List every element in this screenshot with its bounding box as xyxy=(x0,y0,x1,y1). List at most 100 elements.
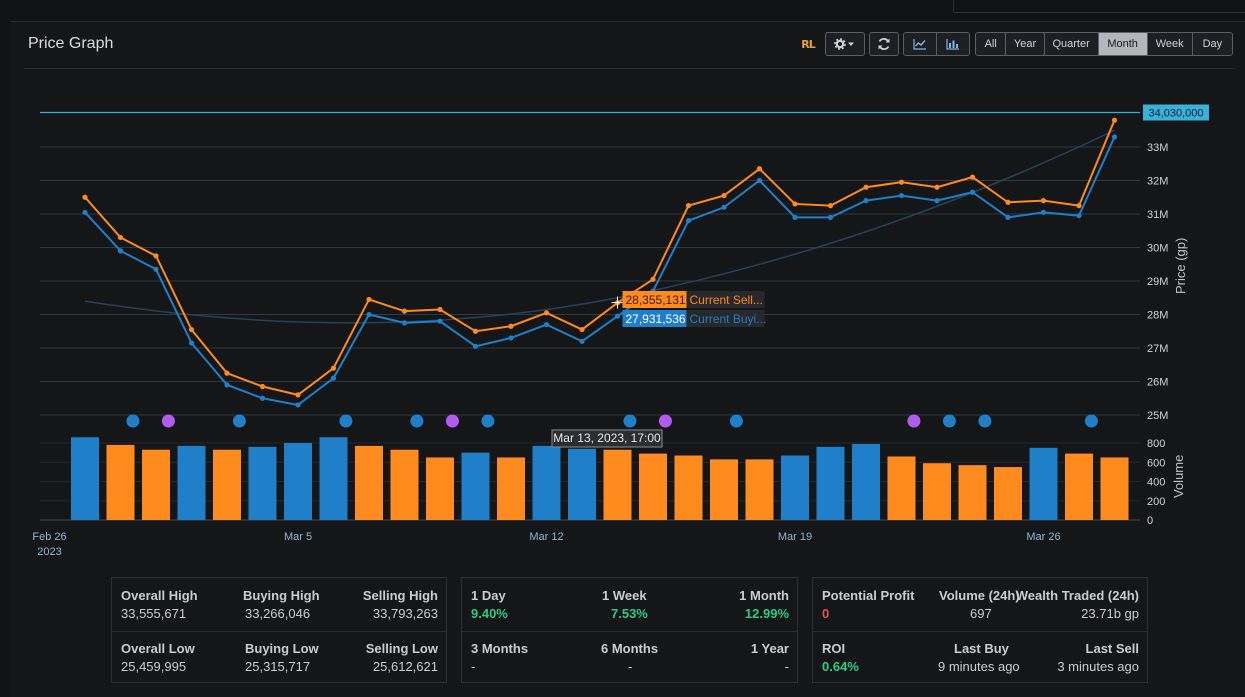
buying-low-label: Buying Low xyxy=(245,641,319,656)
buy-price-point xyxy=(437,318,443,324)
change-1month-value: 12.99% xyxy=(744,606,789,621)
sell-price-point xyxy=(508,323,514,329)
sell-price-point xyxy=(685,203,692,209)
price-stats-card: Overall High 33,555,671 Buying High 33,2… xyxy=(111,577,447,683)
volume-bar xyxy=(781,455,809,520)
wealth-traded-value: 23.71b gp xyxy=(1081,606,1139,621)
potential-profit-label: Potential Profit xyxy=(822,588,915,603)
buy-price-point xyxy=(1076,213,1082,219)
stats-divider xyxy=(462,631,797,632)
range-week-button[interactable]: Week xyxy=(1146,33,1192,55)
bar-chart-button[interactable] xyxy=(936,33,969,55)
caret-down-icon xyxy=(848,42,854,46)
event-marker xyxy=(481,414,495,428)
volume-bar xyxy=(248,446,277,520)
event-marker xyxy=(161,414,175,428)
volume-bar xyxy=(426,457,454,520)
event-marker xyxy=(339,414,353,428)
range-day-button[interactable]: Day xyxy=(1191,33,1232,55)
price-tick-label: 25M xyxy=(1147,410,1168,422)
event-marker xyxy=(126,414,140,428)
refresh-icon xyxy=(878,38,890,50)
buying-high-label: Buying High xyxy=(243,588,320,603)
date-tick-year: 2023 xyxy=(37,546,61,558)
change-1week-value: 7.53% xyxy=(611,606,648,621)
stats-divider xyxy=(813,631,1147,632)
sell-price-point xyxy=(330,365,337,371)
buy-price-point xyxy=(153,266,159,272)
tooltip-buy-label: Current Buyi... xyxy=(690,312,767,326)
buy-price-point xyxy=(721,204,727,210)
sell-price-point xyxy=(366,296,372,303)
buy-price-point xyxy=(898,192,905,199)
volume-bar xyxy=(390,449,419,520)
buy-price-point xyxy=(614,313,621,319)
overall-low-label: Overall Low xyxy=(121,641,195,656)
volume-24h-value: 697 xyxy=(970,606,992,621)
change-6months-label: 6 Months xyxy=(601,641,659,656)
range-all-button[interactable]: All xyxy=(976,33,1006,55)
reference-label-box xyxy=(1143,104,1209,121)
volume-bar xyxy=(674,455,703,520)
change-3months-label: 3 Months xyxy=(471,641,529,656)
tooltip-buy-label-box xyxy=(686,310,765,327)
range-quarter-button[interactable]: Quarter xyxy=(1043,33,1098,55)
volume-bar xyxy=(639,453,667,520)
line-chart-button[interactable] xyxy=(904,33,936,55)
sell-price-point xyxy=(472,328,479,334)
range-month-button[interactable]: Month xyxy=(1097,33,1147,55)
price-tick-label: 28M xyxy=(1147,310,1168,322)
buy-price-line xyxy=(84,136,1116,407)
volume-bar xyxy=(710,459,738,520)
sell-price-point xyxy=(792,201,798,207)
volume-bar xyxy=(1029,447,1058,520)
date-tick-label: Mar 19 xyxy=(778,531,812,543)
line-chart-icon xyxy=(913,39,926,50)
trade-stats-card: Potential Profit 0 Volume (24h) 697 Weal… xyxy=(812,577,1148,683)
last-buy-value: 9 minutes ago xyxy=(938,659,1020,674)
volume-bar xyxy=(461,452,490,520)
sell-price-point xyxy=(579,326,585,333)
event-markers xyxy=(126,414,1098,428)
volume-bar xyxy=(923,463,951,520)
runelite-logo-button[interactable]: RL xyxy=(796,32,820,56)
wealth-traded-label: Wealth Traded (24h) xyxy=(1015,588,1139,603)
reference-line-group: 34,030,000 xyxy=(40,104,1209,121)
buy-price-point xyxy=(259,395,266,401)
sell-price-point xyxy=(1111,117,1118,123)
buy-price-point xyxy=(685,218,692,224)
buy-price-point xyxy=(366,311,372,318)
range-year-button[interactable]: Year xyxy=(1005,33,1044,55)
price-series xyxy=(82,117,1118,408)
buy-price-point xyxy=(1005,214,1011,220)
event-marker xyxy=(410,414,424,428)
change-1year-value: - xyxy=(784,659,789,674)
volume-bar xyxy=(319,437,348,520)
change-1year-label: 1 Year xyxy=(750,641,789,656)
event-marker xyxy=(445,414,459,428)
buy-price-point xyxy=(934,198,940,204)
volume-bar xyxy=(177,445,206,520)
header-divider xyxy=(24,68,1234,69)
sell-price-line xyxy=(84,119,1116,396)
buy-price-point xyxy=(1040,209,1047,215)
tooltip-sell-label: Current Sell... xyxy=(690,293,763,307)
price-tick-label: 29M xyxy=(1147,276,1168,288)
last-sell-label: Last Sell xyxy=(1085,641,1139,656)
volume-tick-label: 400 xyxy=(1147,477,1165,489)
sell-price-point xyxy=(401,308,408,314)
sell-price-point xyxy=(82,194,88,200)
settings-dropdown-button[interactable] xyxy=(825,32,865,56)
chart-type-toggle xyxy=(903,32,970,56)
panel-title: Price Graph xyxy=(28,35,114,52)
sell-price-point xyxy=(117,234,124,241)
refresh-button[interactable] xyxy=(869,32,899,56)
volume-bar xyxy=(1100,457,1129,520)
buy-price-point xyxy=(401,320,408,326)
last-buy-label: Last Buy xyxy=(954,641,1009,656)
sell-price-point xyxy=(756,166,763,172)
sell-price-point xyxy=(437,306,443,313)
last-sell-value: 3 minutes ago xyxy=(1057,659,1139,674)
event-marker xyxy=(729,414,743,428)
